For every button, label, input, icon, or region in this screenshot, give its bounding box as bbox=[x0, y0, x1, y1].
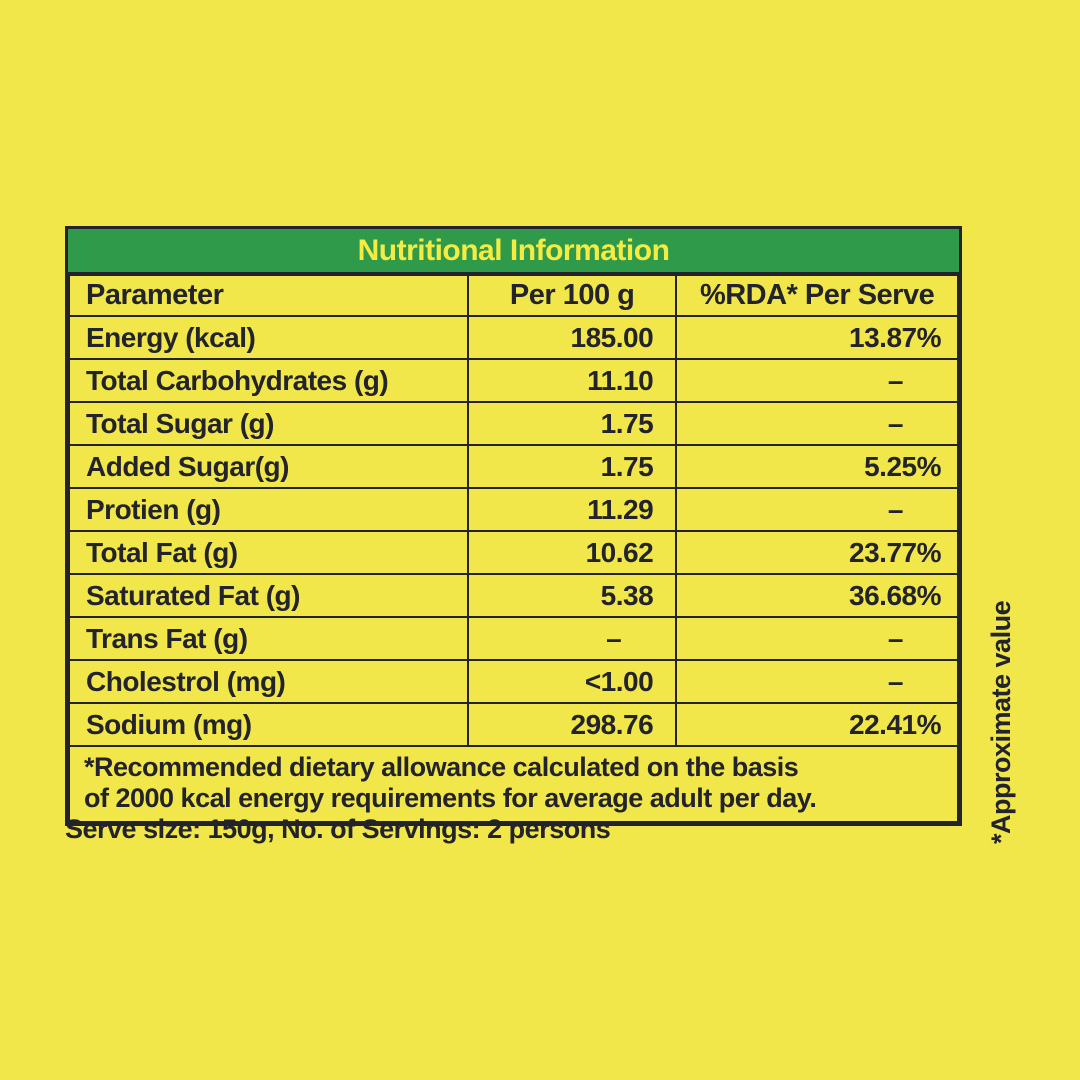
cell-rda-per-serve: 5.25% bbox=[675, 444, 959, 489]
cell-per-100g: 1.75 bbox=[467, 444, 678, 489]
table-row: Added Sugar(g) 1.75 5.25% bbox=[67, 444, 959, 489]
footnote-row: *Recommended dietary allowance calculate… bbox=[68, 745, 959, 823]
table-header-row: Parameter Per 100 g %RDA* Per Serve bbox=[67, 274, 959, 317]
cell-per-100g: 5.38 bbox=[467, 573, 678, 618]
table-body: Energy (kcal) 185.00 13.87% Total Carbohydr… bbox=[67, 315, 959, 747]
cell-per-100g: 11.10 bbox=[467, 358, 678, 403]
nutrition-data-table: Parameter Per 100 g %RDA* Per Serve Ener… bbox=[67, 274, 959, 823]
cell-parameter: Total Carbohydrates (g) bbox=[67, 358, 470, 403]
cell-rda-per-serve: – bbox=[675, 659, 959, 704]
table-row: Total Fat (g) 10.62 23.77% bbox=[67, 530, 959, 575]
nutrition-table: Nutritional Information Parameter Per 10… bbox=[65, 226, 962, 826]
cell-parameter: Total Sugar (g) bbox=[67, 401, 470, 446]
approximate-value-note: *Approximate value bbox=[986, 600, 1016, 844]
cell-parameter: Energy (kcal) bbox=[67, 315, 470, 360]
cell-per-100g: 298.76 bbox=[467, 702, 678, 747]
table-row: Total Sugar (g) 1.75– bbox=[67, 401, 959, 446]
cell-per-100g: 185.00 bbox=[467, 315, 678, 360]
column-header-rda-per-serve: %RDA* Per Serve bbox=[675, 274, 959, 317]
cell-per-100g: – bbox=[467, 616, 678, 661]
cell-rda-per-serve: – bbox=[675, 401, 959, 446]
cell-parameter: Sodium (mg) bbox=[67, 702, 470, 747]
cell-parameter: Protien (g) bbox=[67, 487, 470, 532]
table-row: Cholestrol (mg) <1.00– bbox=[67, 659, 959, 704]
cell-per-100g: 10.62 bbox=[467, 530, 678, 575]
footnote-cell: *Recommended dietary allowance calculate… bbox=[68, 745, 959, 823]
table-row: Energy (kcal) 185.00 13.87% bbox=[67, 315, 959, 360]
table-title-bar: Nutritional Information bbox=[68, 229, 959, 274]
table-row: Total Carbohydrates (g) 11.10– bbox=[67, 358, 959, 403]
table-row: Sodium (mg) 298.76 22.41% bbox=[67, 702, 959, 747]
table-row: Trans Fat (g) – – bbox=[67, 616, 959, 661]
cell-parameter: Saturated Fat (g) bbox=[67, 573, 470, 618]
footnote-line-2: of 2000 kcal energy requirements for ave… bbox=[84, 783, 817, 813]
cell-rda-per-serve: 23.77% bbox=[675, 530, 959, 575]
cell-per-100g: 1.75 bbox=[467, 401, 678, 446]
cell-rda-per-serve: 36.68% bbox=[675, 573, 959, 618]
cell-rda-per-serve: 13.87% bbox=[675, 315, 959, 360]
cell-rda-per-serve: 22.41% bbox=[675, 702, 959, 747]
cell-parameter: Cholestrol (mg) bbox=[67, 659, 470, 704]
table-row: Saturated Fat (g) 5.38 36.68% bbox=[67, 573, 959, 618]
serve-size-info: Serve size: 150g, No. of Servings: 2 per… bbox=[65, 814, 611, 844]
cell-per-100g: <1.00 bbox=[467, 659, 678, 704]
table-row: Protien (g) 11.29– bbox=[67, 487, 959, 532]
cell-rda-per-serve: – bbox=[675, 358, 959, 403]
cell-parameter: Total Fat (g) bbox=[67, 530, 470, 575]
cell-rda-per-serve: – bbox=[675, 487, 959, 532]
cell-rda-per-serve: – bbox=[675, 616, 959, 661]
table-title: Nutritional Information bbox=[357, 233, 670, 267]
footnote-line-1: *Recommended dietary allowance calculate… bbox=[84, 752, 799, 782]
column-header-per-100g: Per 100 g bbox=[467, 274, 678, 317]
cell-per-100g: 11.29 bbox=[467, 487, 678, 532]
cell-parameter: Trans Fat (g) bbox=[67, 616, 470, 661]
cell-parameter: Added Sugar(g) bbox=[67, 444, 470, 489]
column-header-parameter: Parameter bbox=[67, 274, 470, 317]
